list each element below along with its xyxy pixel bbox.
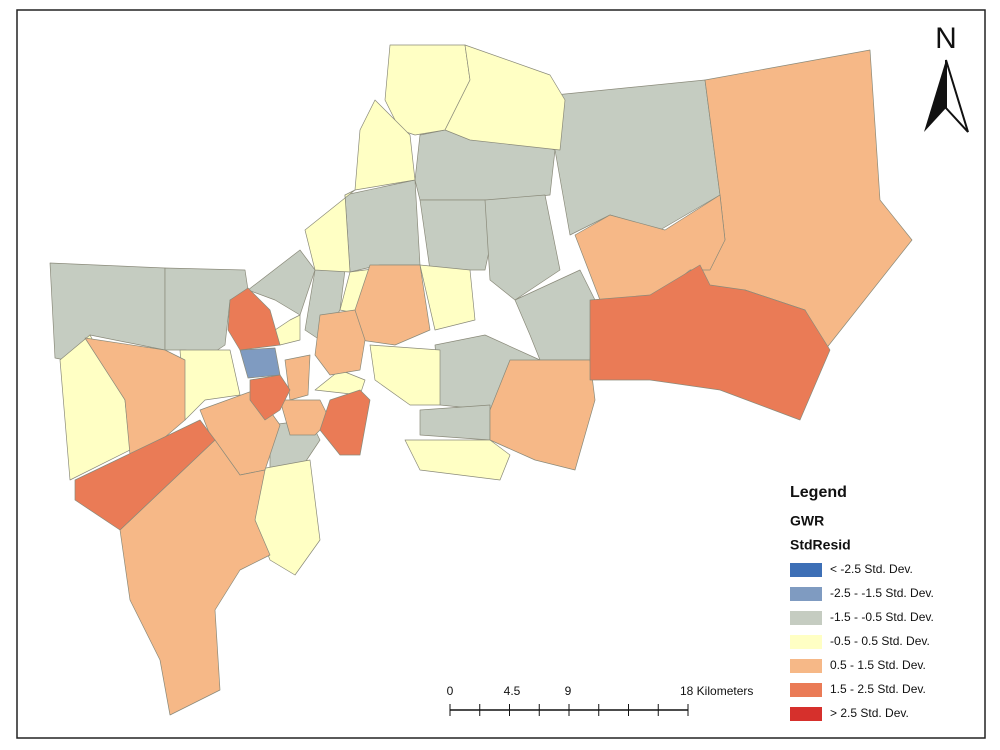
districts: [49, 44, 913, 716]
district: [369, 344, 441, 406]
legend-field: StdResid: [790, 537, 851, 553]
legend-label: -1.5 - -0.5 Std. Dev.: [830, 610, 934, 624]
legend-swatch: [790, 707, 822, 721]
legend-swatch: [790, 587, 822, 601]
district: [589, 264, 831, 421]
district: [419, 264, 476, 331]
legend-label: 0.5 - 1.5 Std. Dev.: [830, 658, 926, 672]
legend-layer: GWR: [790, 513, 824, 529]
district: [444, 44, 566, 151]
north-label: N: [935, 22, 957, 55]
legend-label: -2.5 - -1.5 Std. Dev.: [830, 586, 934, 600]
legend-label: -0.5 - 0.5 Std. Dev.: [830, 634, 930, 648]
scale-label: 4.5: [504, 684, 521, 698]
district: [314, 309, 366, 376]
district: [249, 374, 291, 421]
scale-label: 9: [565, 684, 572, 698]
legend-swatch: [790, 659, 822, 673]
legend-title: Legend: [790, 484, 847, 501]
district: [354, 99, 416, 191]
scale-label: 18 Kilometers: [680, 684, 753, 698]
district: [419, 199, 501, 271]
district: [319, 389, 371, 456]
district: [344, 179, 421, 273]
district: [84, 337, 186, 456]
district: [247, 249, 316, 316]
district: [164, 267, 249, 356]
arrow-left: [924, 60, 946, 132]
scale-bar: 0 4.5 9 18 Kilometers: [447, 684, 753, 716]
district: [284, 354, 311, 401]
district: [419, 404, 491, 441]
north-arrow: N: [924, 22, 969, 133]
legend-swatch: [790, 683, 822, 697]
legend: Legend GWR StdResid < -2.5 Std. Dev. -2.5…: [790, 484, 934, 721]
arrow-right: [945, 59, 969, 133]
legend-label: < -2.5 Std. Dev.: [830, 562, 913, 576]
legend-label: 1.5 - 2.5 Std. Dev.: [830, 682, 926, 696]
scale-label: 0: [447, 684, 454, 698]
legend-label: > 2.5 Std. Dev.: [830, 706, 909, 720]
district: [354, 264, 431, 346]
district: [119, 439, 271, 716]
district: [74, 419, 216, 531]
district: [227, 287, 281, 351]
legend-swatch: [790, 563, 822, 577]
legend-swatch: [790, 635, 822, 649]
legend-swatch: [790, 611, 822, 625]
district: [304, 189, 356, 273]
district: [484, 194, 561, 301]
district: [404, 439, 511, 481]
